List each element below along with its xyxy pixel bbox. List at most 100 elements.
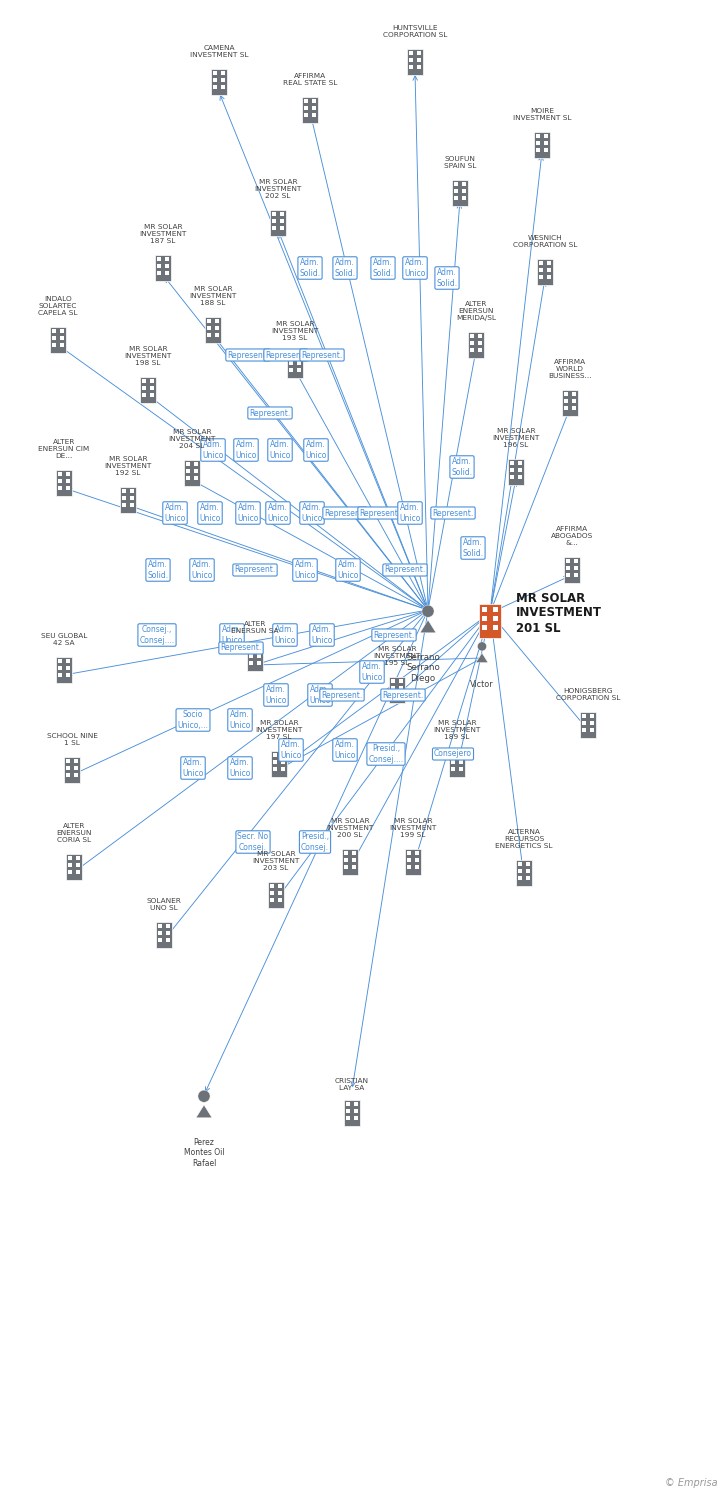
Text: Represent.: Represent. [301,351,343,360]
Bar [391,686,395,690]
Bar [60,336,64,340]
Text: Adm.
Unico: Adm. Unico [294,561,316,579]
Bar [510,476,514,478]
Bar [158,932,162,934]
Bar [547,268,551,272]
Bar [297,354,301,358]
Text: Adm.
Solid.: Adm. Solid. [462,538,483,558]
Text: Adm.
Unico: Adm. Unico [309,686,331,705]
Bar [66,478,70,483]
Bar [122,503,126,507]
Bar [281,753,285,758]
Text: ALTER
ENERSUN
MERIDA/SL: ALTER ENERSUN MERIDA/SL [456,302,496,321]
Bar [344,858,348,862]
Bar [194,470,198,472]
Text: SOUFUN
SPAIN SL: SOUFUN SPAIN SL [444,156,476,170]
Bar [312,99,316,104]
Text: Adm.
Unico: Adm. Unico [182,759,204,777]
Bar [510,460,514,465]
Bar [564,392,568,396]
Text: © Emprisa: © Emprisa [665,1478,718,1488]
Bar [478,340,482,345]
Bar [186,476,190,480]
Text: Adm.
Solid.: Adm. Solid. [334,258,355,278]
Bar [409,58,413,62]
Bar [207,333,210,338]
Text: Adm.
Unico: Adm. Unico [305,441,327,459]
Text: MR SOLAR
INVESTMENT
193 SL: MR SOLAR INVESTMENT 193 SL [272,321,319,340]
Bar [515,861,532,885]
Bar [166,938,170,942]
Bar [304,99,308,104]
Text: SCHOOL NINE
1 SL: SCHOOL NINE 1 SL [47,734,98,746]
Text: AFFIRMA
ABOGADOS
&...: AFFIRMA ABOGADOS &... [551,526,593,546]
Text: Adm.
Unico: Adm. Unico [301,504,323,522]
Bar [562,390,578,416]
Bar [205,318,221,344]
Bar [155,255,171,280]
Bar [157,272,161,274]
Bar [213,70,217,75]
Text: Adm.
Unico: Adm. Unico [337,561,359,579]
Bar [270,898,274,902]
Bar [518,868,522,873]
Bar [537,260,553,285]
Text: MR SOLAR
INVESTMENT
204 SL: MR SOLAR INVESTMENT 204 SL [168,429,215,448]
Bar [518,876,522,880]
Bar [213,86,217,88]
Text: HUNTSVILLE
CORPORATION SL: HUNTSVILLE CORPORATION SL [383,26,447,38]
Bar [130,503,134,507]
Text: Represent.: Represent. [221,644,261,652]
Text: CRISTIAN
LAY SA: CRISTIAN LAY SA [335,1078,369,1090]
Text: Adm.
Solid.: Adm. Solid. [451,458,472,477]
Bar [58,658,62,663]
Bar [56,471,72,495]
Text: Adm.
Unico: Adm. Unico [274,626,296,645]
Bar [400,693,403,698]
Bar [186,462,190,466]
Bar [273,760,277,764]
Bar [142,380,146,382]
Polygon shape [196,1106,212,1118]
Text: Victor: Victor [470,680,494,688]
Text: Adm.
Unico: Adm. Unico [229,711,250,729]
Bar [66,772,70,777]
Bar [344,865,348,868]
Text: Adm.
Unico: Adm. Unico [334,741,356,759]
Bar [287,352,304,378]
Bar [482,606,487,612]
Text: Consej.,
Consej....: Consej., Consej.... [140,626,175,645]
Text: Serrano
Serrano
Diego: Serrano Serrano Diego [406,652,440,682]
Bar [312,106,316,109]
Bar [493,626,498,630]
Bar [130,489,134,494]
Bar [526,862,530,865]
Bar [221,78,225,82]
Text: HONIGSBERG
CORPORATION SL: HONIGSBERG CORPORATION SL [555,688,620,700]
Bar [391,693,395,698]
Bar [52,344,55,346]
Bar [470,340,474,345]
Bar [355,1116,358,1120]
Bar [451,766,455,771]
Bar [166,932,170,934]
Bar [304,106,308,109]
Bar [66,666,70,670]
Bar [409,64,413,69]
Bar [415,865,419,868]
Bar [448,752,465,777]
Bar [526,876,530,880]
Bar [563,558,580,584]
Bar [454,189,458,194]
Bar [482,626,487,630]
Text: Socio
Unico,...: Socio Unico,... [178,711,208,729]
Text: Adm.
Unico: Adm. Unico [312,626,333,645]
Bar [566,573,570,578]
Circle shape [198,1090,210,1102]
Bar [493,615,498,621]
Bar [271,752,288,777]
Bar [156,922,173,948]
Bar [215,320,219,322]
Bar [493,606,498,612]
Bar [122,489,126,494]
